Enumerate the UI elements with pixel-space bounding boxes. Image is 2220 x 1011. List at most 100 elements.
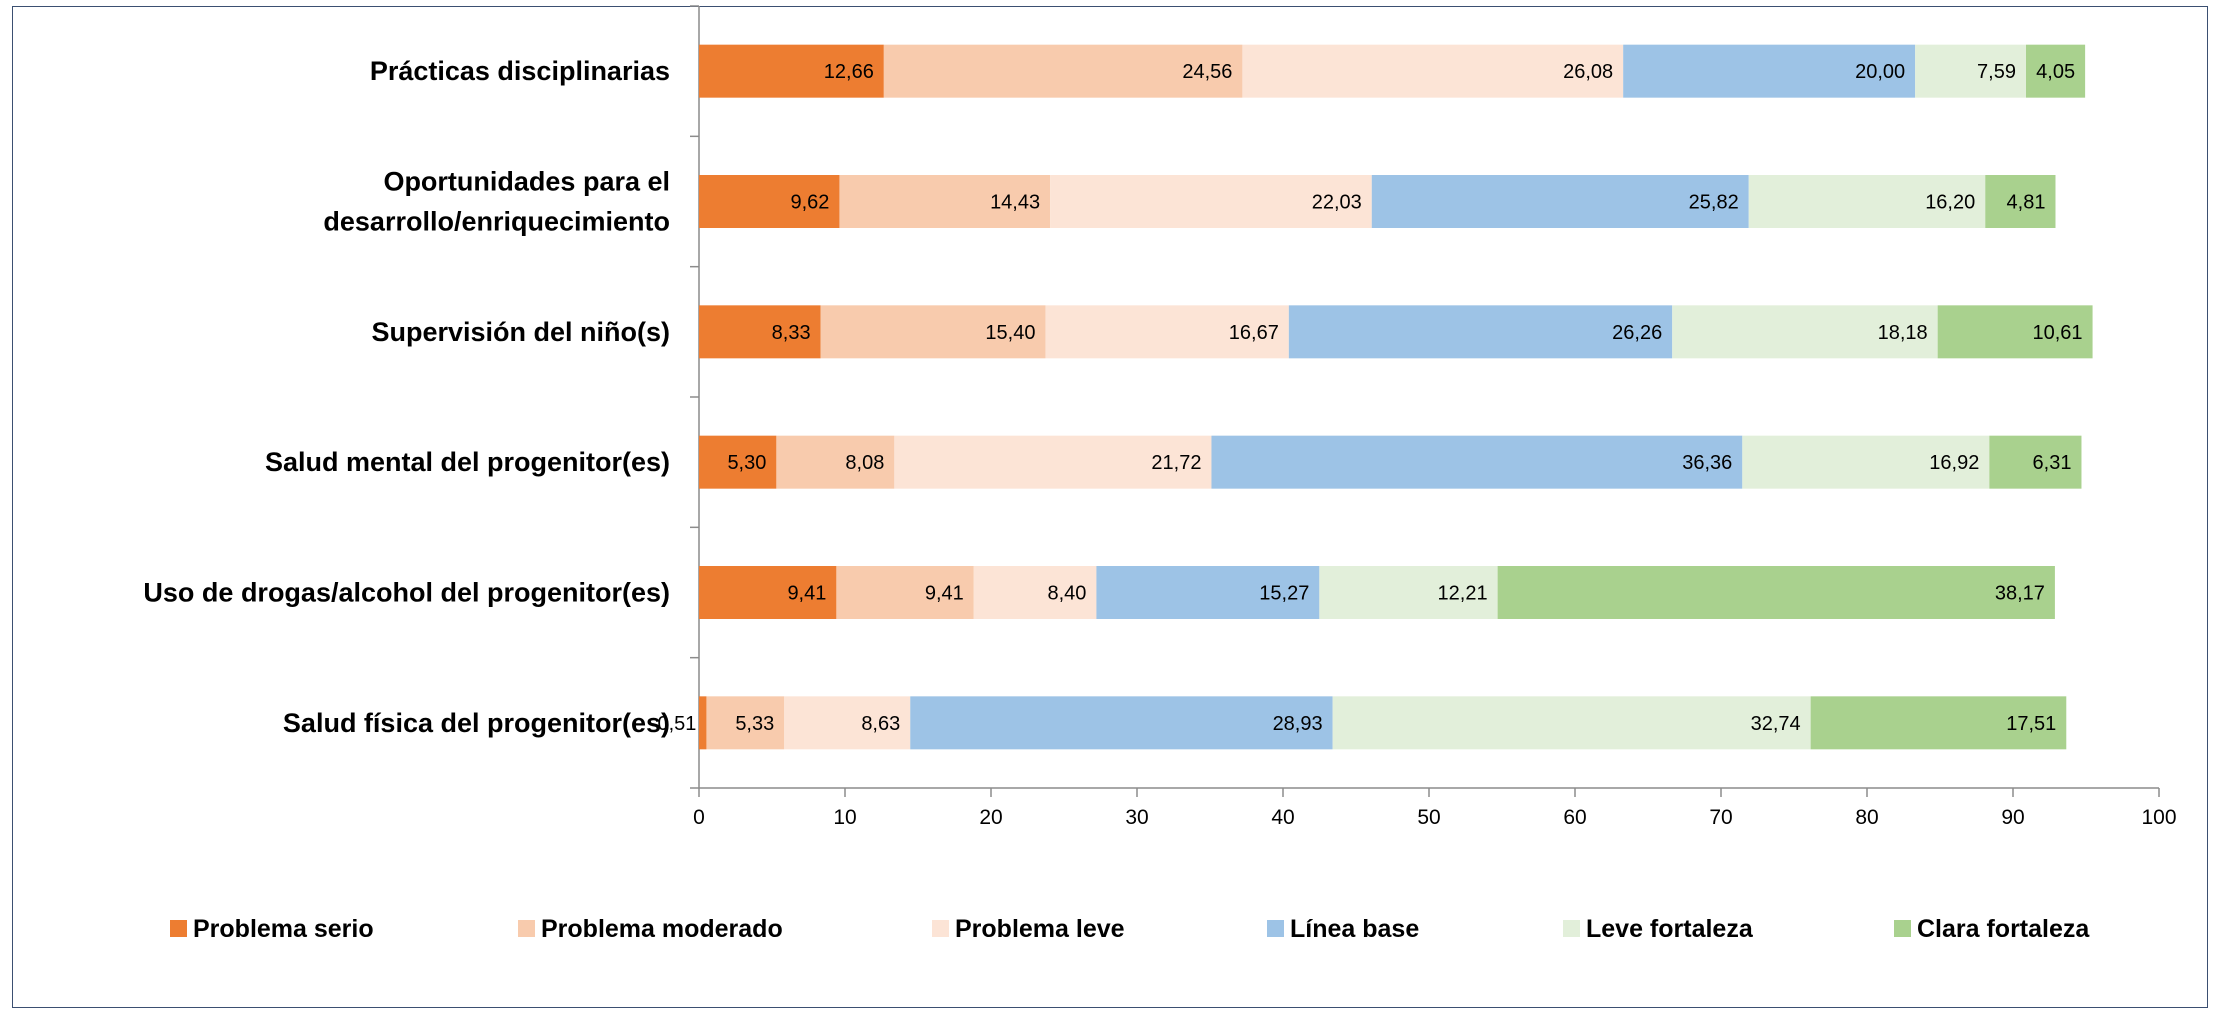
data-label: 8,33 [772, 322, 811, 344]
bar-segment [699, 175, 840, 228]
data-label: 26,26 [1612, 322, 1662, 344]
data-label: 15,40 [985, 322, 1035, 344]
x-tick-label: 30 [1125, 806, 1148, 829]
bar-segment [699, 305, 821, 359]
data-label: 38,17 [1995, 583, 2045, 605]
data-label: 15,27 [1259, 583, 1309, 605]
bar-segment [1985, 175, 2056, 228]
category-label: Oportunidades para el [383, 167, 670, 197]
legend-swatch [1267, 920, 1284, 937]
legend-swatch [170, 920, 187, 937]
legend-label: Problema serio [193, 915, 374, 943]
bar-segment [1242, 44, 1624, 98]
bar-segment [1319, 566, 1498, 619]
data-label: 16,20 [1925, 192, 1975, 214]
data-label: 8,63 [861, 713, 900, 735]
legend-swatch [1894, 920, 1911, 937]
category-label: desarrollo/enriquecimiento [323, 207, 670, 237]
data-label: 16,92 [1929, 452, 1979, 474]
data-label: 22,03 [1312, 192, 1362, 214]
bar-segment [973, 566, 1097, 619]
bar-segment [820, 305, 1046, 359]
bar-segment [1742, 435, 1990, 489]
legend-label: Línea base [1290, 915, 1419, 943]
bar-segment [1288, 305, 1673, 359]
bar-segment [1672, 305, 1938, 359]
bar-segment [883, 44, 1243, 98]
legend-label: Problema leve [955, 915, 1125, 943]
bar-segment [894, 435, 1212, 489]
category-label: Supervisión del niño(s) [371, 317, 670, 347]
bar-segment [2025, 44, 2086, 98]
legend-swatch [932, 920, 949, 937]
data-label: 4,81 [2007, 192, 2046, 214]
x-tick-label: 50 [1417, 806, 1440, 829]
data-label: 25,82 [1689, 192, 1739, 214]
category-label: Salud física del progenitor(es) [283, 708, 670, 738]
bar-segment [699, 435, 777, 489]
data-label: 36,36 [1682, 452, 1732, 474]
legend-label: Leve fortaleza [1586, 915, 1754, 943]
data-label: 0,51 [658, 713, 697, 735]
data-label: 8,08 [845, 452, 884, 474]
bar-segment [1989, 435, 2082, 489]
bar-segment [699, 566, 837, 619]
category-label: Salud mental del progenitor(es) [265, 447, 670, 477]
category-label: Prácticas disciplinarias [370, 56, 670, 86]
bar-segment [1045, 305, 1289, 359]
bar-segment [1810, 696, 2067, 750]
data-label: 20,00 [1855, 61, 1905, 83]
data-label: 21,72 [1151, 452, 1201, 474]
bar-segment [1332, 696, 1811, 750]
bar-segment [1050, 175, 1372, 228]
x-tick-label: 20 [979, 806, 1002, 829]
bar-segment [1937, 305, 2093, 359]
data-label: 7,59 [1977, 61, 2016, 83]
data-label: 18,18 [1878, 322, 1928, 344]
legend-label: Clara fortaleza [1917, 915, 2090, 943]
bar-segment [1096, 566, 1320, 619]
bar-segment [836, 566, 974, 619]
data-label: 5,30 [727, 452, 766, 474]
bar-segment [699, 696, 707, 750]
bar-segment [706, 696, 785, 750]
x-tick-label: 70 [1709, 806, 1732, 829]
data-label: 17,51 [2006, 713, 2056, 735]
bar-segment [1497, 566, 2055, 619]
x-tick-label: 60 [1563, 806, 1586, 829]
data-label: 28,93 [1273, 713, 1323, 735]
legend-label: Problema moderado [541, 915, 783, 943]
bar-segment [839, 175, 1051, 228]
bar-segment [1623, 44, 1916, 98]
data-label: 9,41 [787, 583, 826, 605]
data-label: 16,67 [1229, 322, 1279, 344]
bar-segment [1371, 175, 1749, 228]
chart-frame [12, 6, 2208, 1008]
x-tick-label: 90 [2001, 806, 2024, 829]
bar-segment [1915, 44, 2026, 98]
x-tick-label: 40 [1271, 806, 1294, 829]
x-tick-label: 0 [693, 806, 705, 829]
data-label: 5,33 [735, 713, 774, 735]
data-label: 9,41 [925, 583, 964, 605]
bar-segment [1748, 175, 1986, 228]
data-label: 12,66 [824, 61, 874, 83]
data-label: 10,61 [2033, 322, 2083, 344]
data-label: 6,31 [2033, 452, 2072, 474]
legend-swatch [518, 920, 535, 937]
bar-segment [699, 44, 884, 98]
bar-segment [1211, 435, 1743, 489]
x-tick-label: 100 [2141, 806, 2176, 829]
bar-segment [910, 696, 1333, 750]
data-label: 26,08 [1563, 61, 1613, 83]
data-label: 14,43 [990, 192, 1040, 214]
legend-swatch [1563, 920, 1580, 937]
data-label: 8,40 [1047, 583, 1086, 605]
data-label: 12,21 [1438, 583, 1488, 605]
bar-segment [776, 435, 895, 489]
data-label: 4,05 [2036, 61, 2075, 83]
x-tick-label: 80 [1855, 806, 1878, 829]
x-tick-label: 10 [833, 806, 856, 829]
bar-segment [784, 696, 911, 750]
